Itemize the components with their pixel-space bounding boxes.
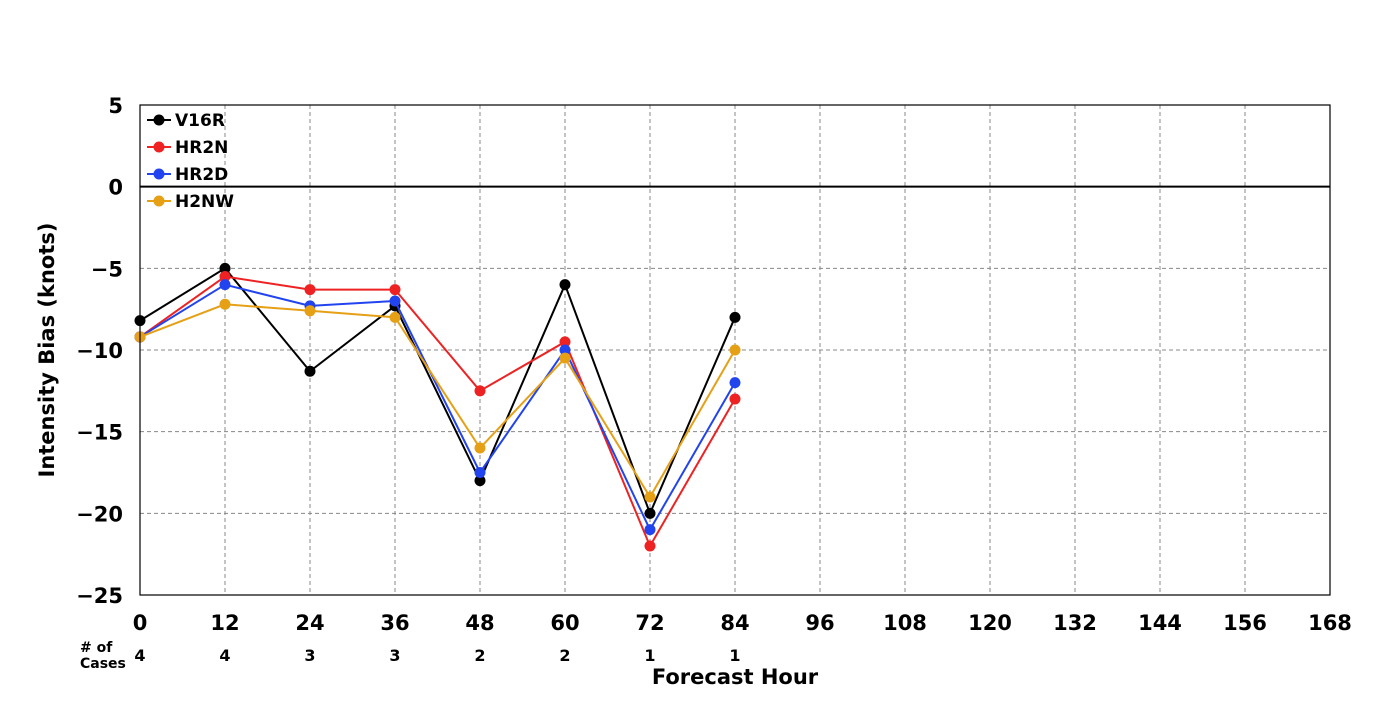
data-point <box>644 491 656 503</box>
data-point <box>304 365 316 377</box>
data-point <box>389 295 401 307</box>
x-tick-label: 144 <box>1138 611 1182 635</box>
cases-count: 3 <box>304 646 315 665</box>
x-tick-label: 168 <box>1308 611 1352 635</box>
data-point <box>389 311 401 323</box>
tick-labels: 0 12 24 36 48 60 72 84 96 108 120 132 144 156 168 5 0 −5 −… <box>76 94 1352 635</box>
legend-item-hr2n: HR2N <box>147 138 228 158</box>
plot-frame <box>139 104 1331 596</box>
y-tick-label: −5 <box>91 257 123 281</box>
x-tick-label: 132 <box>1053 611 1097 635</box>
y-tick-label: 5 <box>108 94 123 118</box>
data-point <box>304 284 316 296</box>
series-line <box>139 303 736 499</box>
legend-label: H2NW <box>175 192 234 212</box>
data-point <box>474 467 486 478</box>
grid-lines <box>140 105 1330 595</box>
x-tick-label: 120 <box>968 611 1012 635</box>
data-point <box>729 344 741 356</box>
data-point <box>219 271 231 282</box>
data-point <box>559 352 571 364</box>
data-point <box>219 279 231 291</box>
legend-label: V16R <box>175 111 225 131</box>
data-point <box>304 305 316 317</box>
x-tick-label: 156 <box>1223 611 1267 635</box>
data-point <box>644 507 656 519</box>
x-tick-label: 60 <box>550 611 579 635</box>
cases-label-line1: # of <box>80 640 113 656</box>
cases-count: 2 <box>559 646 570 665</box>
data-point <box>644 540 656 552</box>
data-point <box>729 311 741 323</box>
x-tick-label: 84 <box>720 611 749 635</box>
legend-label: HR2D <box>175 165 228 185</box>
legend-marker <box>153 114 165 126</box>
cases-count: 1 <box>644 646 655 665</box>
cases-row: # of Cases 4 4 3 3 2 2 1 1 <box>80 640 741 672</box>
data-point <box>644 524 656 536</box>
y-tick-label: 0 <box>108 176 123 200</box>
cases-label-line2: Cases <box>80 656 126 672</box>
cases-count: 2 <box>474 646 485 665</box>
x-tick-label: 72 <box>635 611 664 635</box>
data-point <box>559 279 571 291</box>
cases-count: 3 <box>389 646 400 665</box>
legend-item-v16r: V16R <box>147 111 225 131</box>
data-point <box>219 298 231 310</box>
data-point <box>559 336 571 348</box>
data-point <box>474 442 486 454</box>
x-tick-label: 0 <box>133 611 148 635</box>
y-tick-label: −25 <box>76 584 123 608</box>
data-point <box>389 284 401 296</box>
x-tick-label: 24 <box>295 611 324 635</box>
data-point <box>219 262 231 274</box>
data-point <box>559 344 571 356</box>
y-tick-label: −20 <box>76 502 123 526</box>
cases-count: 1 <box>729 646 740 665</box>
x-tick-label: 96 <box>805 611 834 635</box>
data-point <box>729 393 741 405</box>
y-tick-label: −10 <box>76 339 123 363</box>
x-axis-title: Forecast Hour <box>652 665 819 689</box>
cases-count: 4 <box>219 646 230 665</box>
series-layer <box>134 262 741 552</box>
series-h2nw <box>134 298 741 503</box>
legend-item-h2nw: H2NW <box>147 192 234 212</box>
series-line <box>139 275 736 549</box>
cases-count: 4 <box>134 646 145 665</box>
legend-item-hr2d: HR2D <box>147 165 228 185</box>
legend: V16R HR2N HR2D H2NW <box>147 111 234 212</box>
data-point <box>474 385 486 397</box>
y-tick-label: −15 <box>76 421 123 445</box>
x-tick-label: 36 <box>380 611 409 635</box>
y-axis-title: Intensity Bias (knots) <box>35 223 59 478</box>
legend-marker <box>153 141 165 153</box>
data-point <box>729 377 741 389</box>
legend-marker <box>153 168 165 180</box>
x-tick-label: 12 <box>210 611 239 635</box>
legend-marker <box>153 195 165 207</box>
legend-label: HR2N <box>175 138 228 158</box>
data-point <box>474 475 486 487</box>
x-tick-label: 48 <box>465 611 494 635</box>
x-tick-label: 108 <box>883 611 927 635</box>
series-line <box>139 283 736 532</box>
